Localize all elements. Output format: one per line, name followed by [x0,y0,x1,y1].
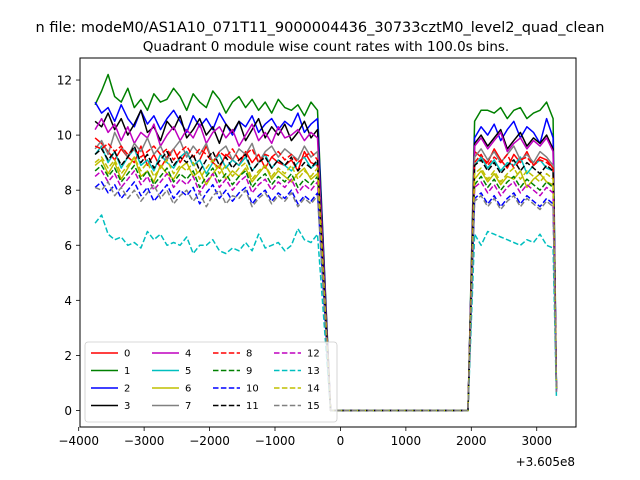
legend-label-1: 1 [124,366,130,377]
legend-label-2: 2 [124,384,130,395]
legend-label-0: 0 [124,349,130,360]
chart-title: Quadrant 0 module wise count rates with … [143,39,509,55]
y-tick-label: 8 [64,184,72,198]
figure-suptitle: n file: modeM0/AS1A10_071T11_9000004436_… [36,20,605,36]
legend-label-7: 7 [185,401,191,412]
x-tick-label: −4000 [58,434,99,448]
legend-label-8: 8 [246,349,252,360]
legend-label-11: 11 [246,401,259,412]
legend-label-6: 6 [185,384,191,395]
y-tick-label: 2 [64,349,72,363]
legend-label-14: 14 [307,384,320,395]
legend-label-5: 5 [185,366,191,377]
axes-frame [79,57,577,428]
legend-label-4: 4 [185,349,191,360]
x-axis: −4000 −3000 −2000 −1000 0 1000 2000 3000 [58,427,552,448]
legend-box [84,341,338,423]
y-tick-label: 0 [64,404,72,418]
y-tick-label: 4 [64,294,72,308]
x-tick-label: 1000 [391,434,422,448]
x-tick-label: 3000 [521,434,552,448]
x-tick-label: −3000 [124,434,165,448]
x-tick-label: 0 [337,434,345,448]
series-line-11 [94,145,558,412]
legend-label-13: 13 [307,366,320,377]
x-tick-label: −2000 [189,434,230,448]
y-axis: 0 2 4 6 8 10 12 [57,74,80,418]
legend-label-15: 15 [307,401,320,412]
legend-label-3: 3 [124,401,130,412]
legend-label-9: 9 [246,366,252,377]
x-tick-label: 2000 [456,434,487,448]
legend-label-10: 10 [246,384,259,395]
legend-label-12: 12 [307,349,320,360]
x-tick-label: −1000 [255,434,296,448]
y-tick-label: 12 [57,74,72,88]
x-axis-offset-text: +3.605e8 [516,455,575,469]
y-tick-label: 6 [64,239,72,253]
y-tick-label: 10 [57,129,72,143]
